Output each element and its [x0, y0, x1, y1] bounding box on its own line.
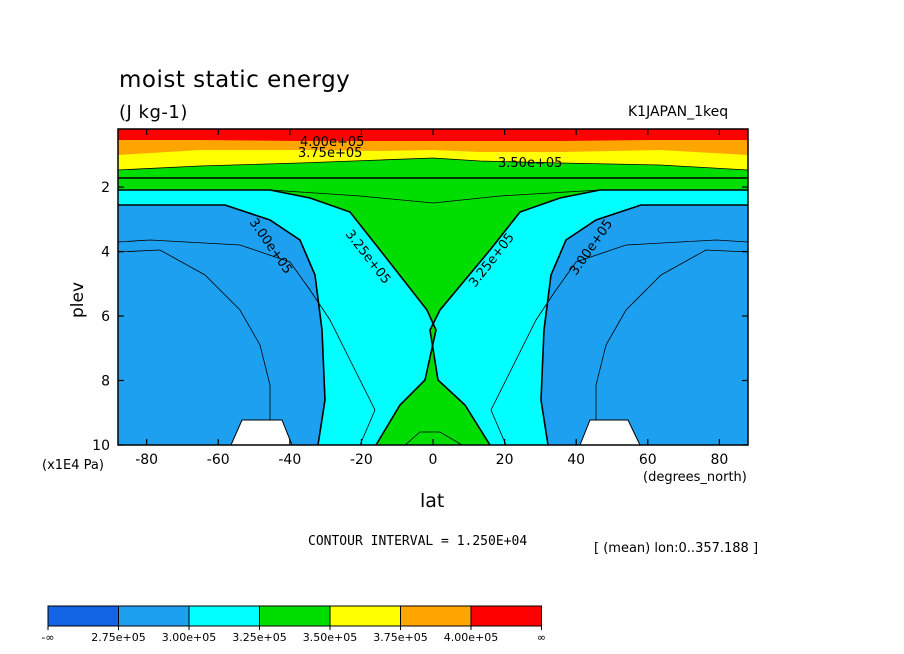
- colorbar-swatch: [259, 605, 331, 627]
- x-axis: -80 -60 -40 -20 0 20 40 60 80: [135, 129, 728, 468]
- fill-2.75-3.00-right: [541, 205, 748, 445]
- colorbar-swatch: [470, 605, 542, 627]
- x-tick-label: 40: [567, 452, 585, 468]
- chart-title: moist static energy: [119, 67, 351, 93]
- x-tick-label: 0: [429, 452, 438, 468]
- x-tick-label: -80: [135, 452, 158, 468]
- topography-right: [579, 419, 641, 445]
- contour-label-top2: 3.75e+05: [298, 146, 362, 161]
- colorbar-label: 3.00e+05: [162, 631, 216, 644]
- x-tick-label: -60: [207, 452, 230, 468]
- y-axis: 2 4 6 8 10: [92, 180, 748, 454]
- mean-info: [ (mean) lon:0..357.188 ]: [594, 541, 759, 556]
- topography-left: [230, 419, 293, 445]
- y-tick-label: 4: [101, 245, 110, 261]
- colorbar: -∞ 2.75e+05 3.00e+05 3.25e+05 3.50e+05 3.75e+…: [41, 605, 546, 644]
- contour-lines-minor: [118, 157, 748, 445]
- colorbar-swatch: [329, 605, 401, 627]
- x-tick-label: 20: [496, 452, 514, 468]
- colorbar-swatch: [188, 605, 260, 627]
- y-tick-label: 8: [101, 374, 110, 390]
- colorbar-swatch: [47, 605, 119, 627]
- y-tick-label: 6: [101, 309, 110, 325]
- contour-lines-major: [118, 177, 748, 445]
- x-tick-label: -40: [278, 452, 301, 468]
- colorbar-label: ∞: [537, 631, 546, 644]
- y-axis-units: (x1E4 Pa): [42, 458, 104, 473]
- contour-interval: CONTOUR INTERVAL = 1.250E+04: [308, 534, 528, 549]
- fill-3.25-3.50-tongue: [118, 178, 748, 445]
- y-tick-label: 10: [92, 438, 110, 454]
- contour-label-top: 4.00e+05: [300, 135, 364, 150]
- x-tick-label: 80: [710, 452, 728, 468]
- y-tick-label: 2: [101, 180, 110, 196]
- colorbar-label: 3.50e+05: [303, 631, 357, 644]
- contour-label-350: 3.50e+05: [498, 156, 562, 171]
- colorbar-label: 3.25e+05: [232, 631, 286, 644]
- x-tick-label: -20: [350, 452, 373, 468]
- colorbar-swatch: [400, 605, 472, 627]
- x-axis-label: lat: [420, 490, 445, 512]
- x-axis-units: (degrees_north): [643, 470, 747, 485]
- colorbar-label: 4.00e+05: [444, 631, 498, 644]
- run-label: K1JAPAN_1keq: [628, 104, 729, 120]
- chart-units: (J kg-1): [119, 102, 188, 123]
- colorbar-label: -∞: [41, 631, 54, 644]
- x-tick-label: 60: [639, 452, 657, 468]
- colorbar-label: 3.75e+05: [373, 631, 427, 644]
- fill-2.75-3.00-left: [118, 205, 325, 445]
- contour-field: [118, 129, 748, 445]
- colorbar-label: 2.75e+05: [91, 631, 145, 644]
- colorbar-swatch: [118, 605, 190, 627]
